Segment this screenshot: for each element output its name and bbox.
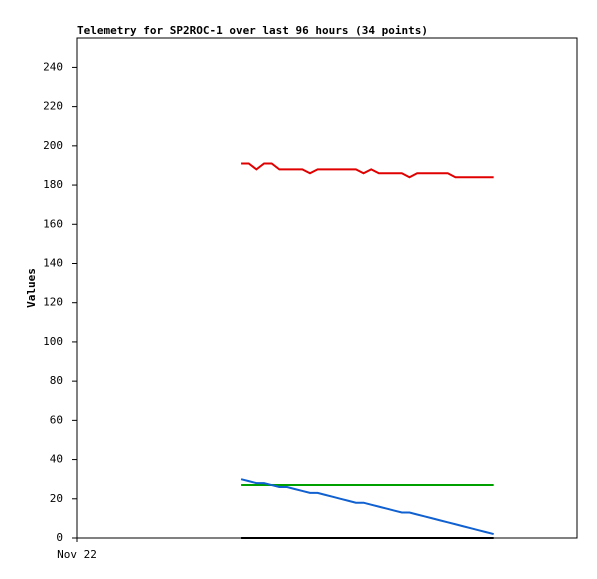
series-line — [241, 162, 494, 179]
y-tick-label: 240 — [43, 60, 63, 73]
y-tick-label: 220 — [43, 100, 63, 113]
chart-title: Telemetry for SP2ROC-1 over last 96 hour… — [77, 24, 428, 37]
plot-frame — [76, 37, 578, 539]
y-tick-label: 60 — [50, 413, 63, 426]
y-tick-label: 0 — [56, 531, 63, 544]
y-tick-label: 140 — [43, 256, 63, 269]
y-tick-label: 160 — [43, 217, 63, 230]
y-tick-label: 80 — [50, 374, 63, 387]
y-tick-label: 20 — [50, 492, 63, 505]
y-tick-label: 180 — [43, 178, 63, 191]
y-tick-label: 120 — [43, 296, 63, 309]
y-tick-label: 100 — [43, 335, 63, 348]
y-tick-label: 200 — [43, 139, 63, 152]
x-tick-label: Nov 22 — [57, 548, 97, 561]
y-tick-label: 40 — [50, 453, 63, 466]
y-axis-label: Values — [25, 268, 38, 308]
series-line — [240, 478, 494, 536]
